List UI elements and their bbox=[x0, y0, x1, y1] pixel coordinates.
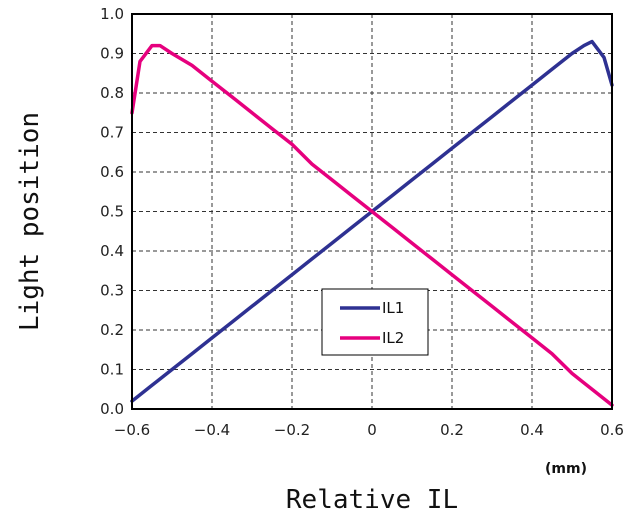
y-tick-label: 0.4 bbox=[100, 242, 124, 260]
x-tick-label: −0.2 bbox=[274, 421, 310, 439]
legend: IL1 IL2 bbox=[321, 288, 429, 356]
y-tick-label: 0.2 bbox=[100, 321, 124, 339]
y-tick-label: 0.3 bbox=[100, 282, 124, 300]
x-tick-label: 0.4 bbox=[520, 421, 544, 439]
x-tick-label: 0.6 bbox=[600, 421, 624, 439]
x-tick-label: 0 bbox=[367, 421, 377, 439]
series-line-il1 bbox=[130, 39, 614, 403]
legend-box bbox=[321, 288, 429, 356]
legend-label-il2: IL2 bbox=[382, 329, 404, 347]
y-tick-label: 0.7 bbox=[100, 124, 124, 142]
y-tick-label: 0.6 bbox=[100, 163, 124, 181]
legend-label-il1: IL1 bbox=[382, 299, 404, 317]
x-axis-title: Relative IL bbox=[286, 485, 458, 515]
tick-labels: −0.6 −0.4 −0.2 0 0.2 0.4 0.6 0.0 0.1 0.2 0.3 0.4 0.5… bbox=[100, 5, 624, 439]
y-tick-label: 0.8 bbox=[100, 84, 124, 102]
y-tick-label: 0.5 bbox=[100, 203, 124, 221]
y-tick-label: 0.0 bbox=[100, 400, 124, 418]
x-tick-label: −0.6 bbox=[114, 421, 150, 439]
grid bbox=[132, 14, 612, 409]
y-tick-label: 1.0 bbox=[100, 5, 124, 23]
series-lines bbox=[130, 39, 614, 407]
series-line-il2 bbox=[130, 43, 614, 407]
y-tick-label: 0.1 bbox=[100, 361, 124, 379]
y-tick-label: 0.9 bbox=[100, 45, 124, 63]
x-axis-unit: (mm) bbox=[545, 461, 587, 477]
plot-frame bbox=[131, 13, 613, 410]
y-axis-title: Light position bbox=[15, 112, 45, 331]
x-tick-label: −0.4 bbox=[194, 421, 230, 439]
x-tick-label: 0.2 bbox=[440, 421, 464, 439]
